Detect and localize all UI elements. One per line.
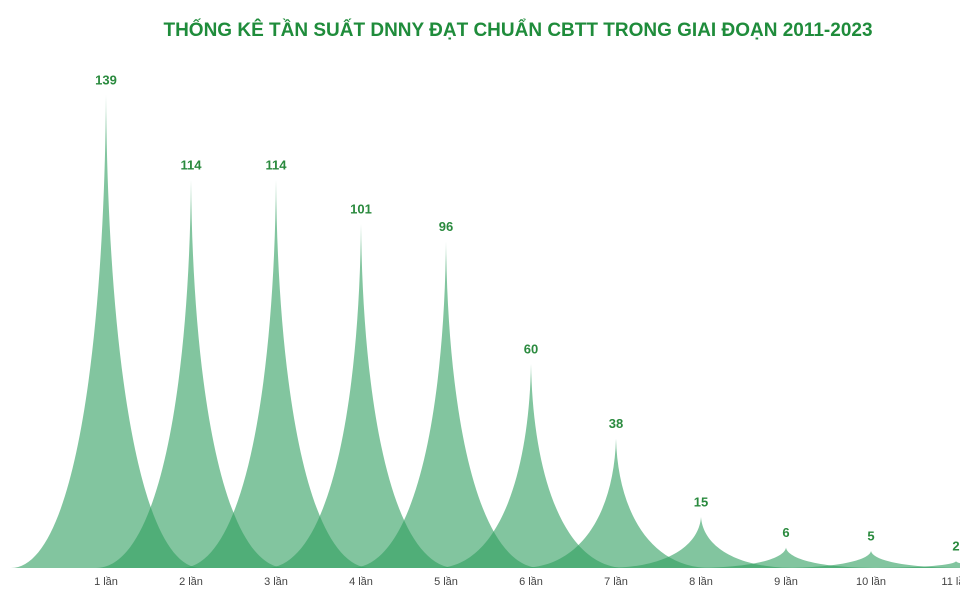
value-label: 114: [181, 158, 203, 173]
x-tick-label: 1 lần: [94, 576, 118, 588]
x-tick-label: 4 lần: [349, 576, 373, 588]
spike: [776, 550, 960, 568]
x-tick-label: 9 lần: [774, 576, 798, 588]
value-label: 139: [95, 72, 117, 87]
value-label: 96: [439, 219, 453, 234]
chart-title: THỐNG KÊ TẦN SUẤT DNNY ĐẠT CHUẨN CBTT TR…: [163, 19, 872, 41]
x-tick-label: 8 lần: [689, 576, 713, 588]
spike: [691, 547, 881, 568]
spike: [436, 363, 626, 568]
spike: [861, 561, 960, 568]
x-tick-label: 5 lần: [434, 576, 458, 588]
spike: [11, 95, 201, 568]
x-tick-label: 10 lần: [856, 576, 886, 588]
value-label: 6: [782, 525, 789, 540]
spike: [521, 438, 711, 568]
x-tick-label: 2 lần: [179, 576, 203, 588]
spike: [181, 180, 371, 568]
value-label: 5: [867, 528, 874, 543]
x-tick-label: 3 lần: [264, 576, 288, 588]
value-label: 15: [694, 494, 708, 509]
x-tick-label: 6 lần: [519, 576, 543, 588]
value-label: 101: [350, 202, 372, 217]
spike: [606, 516, 796, 568]
x-tick-label: 7 lần: [604, 576, 628, 588]
spike: [266, 224, 456, 568]
value-label: 114: [266, 158, 288, 173]
x-tick-label: 11 lần: [941, 576, 960, 588]
value-label: 60: [524, 341, 538, 356]
spike: [96, 180, 286, 568]
value-label: 38: [609, 416, 623, 431]
spike: [351, 241, 541, 569]
value-label: 2: [952, 539, 959, 554]
